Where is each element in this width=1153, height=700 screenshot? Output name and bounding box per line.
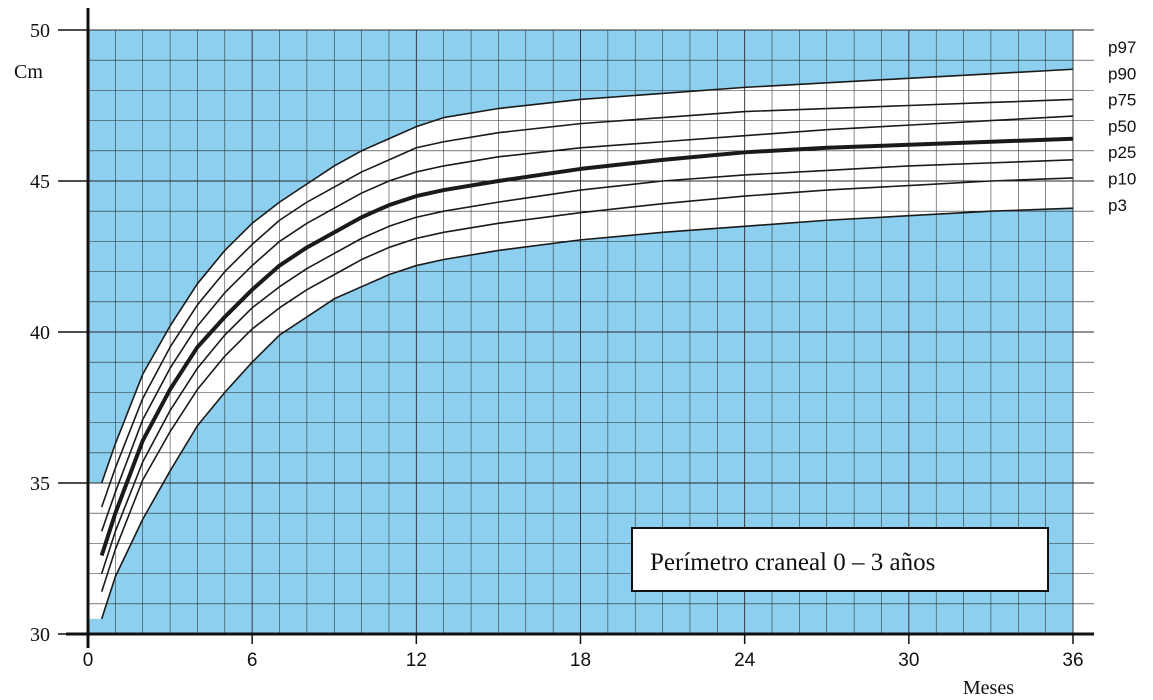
x-tick-label: 30: [898, 650, 919, 671]
y-tick-label: 50: [30, 20, 50, 42]
percentile-band: [101, 69, 1074, 619]
y-tick-labels: 30 35 40 45 50: [30, 20, 50, 646]
y-tick-label: 30: [30, 624, 50, 646]
curve-p50: [99, 136, 1074, 557]
percentile-label-p97: p97: [1108, 38, 1136, 57]
chart-title: Perímetro craneal 0 – 3 años: [650, 549, 935, 576]
percentile-label-p25: p25: [1108, 143, 1136, 162]
x-tick-label: 0: [83, 650, 94, 671]
curve-p3: [100, 207, 1074, 620]
percentile-label-p10: p10: [1108, 170, 1136, 189]
x-tick-label: 18: [570, 650, 591, 671]
curve-p90: [100, 98, 1074, 508]
percentile-label-p50: p50: [1108, 117, 1136, 136]
curve-p75: [100, 115, 1074, 532]
x-tick-labels: 0 6 12 18 24 30 36: [83, 650, 1084, 671]
y-tick-label: 35: [30, 473, 50, 495]
percentile-curves: [99, 68, 1074, 620]
percentile-label-p90: p90: [1108, 64, 1136, 83]
y-axis-label: Cm: [14, 61, 43, 83]
x-tick-label: 6: [247, 650, 258, 671]
axes: [58, 8, 1094, 648]
chart-title-box: Perímetro craneal 0 – 3 años: [631, 527, 1049, 592]
x-tick-label: 36: [1062, 650, 1083, 671]
percentile-labels: p97 p90 p75 p50 p25 p10 p3: [1108, 38, 1136, 215]
y-tick-label: 45: [30, 171, 50, 193]
percentile-label-p3: p3: [1108, 196, 1127, 215]
curve-p10: [100, 177, 1074, 592]
band-start: [88, 483, 102, 619]
x-tick-label: 12: [406, 650, 427, 671]
percentile-label-p75: p75: [1108, 91, 1136, 110]
curve-p25: [100, 159, 1074, 574]
y-tick-label: 40: [30, 322, 50, 344]
title-box-frame: [631, 527, 1049, 592]
x-tick-label: 24: [734, 650, 756, 671]
x-axis-label: Meses: [963, 677, 1014, 699]
curve-p97: [100, 68, 1074, 484]
